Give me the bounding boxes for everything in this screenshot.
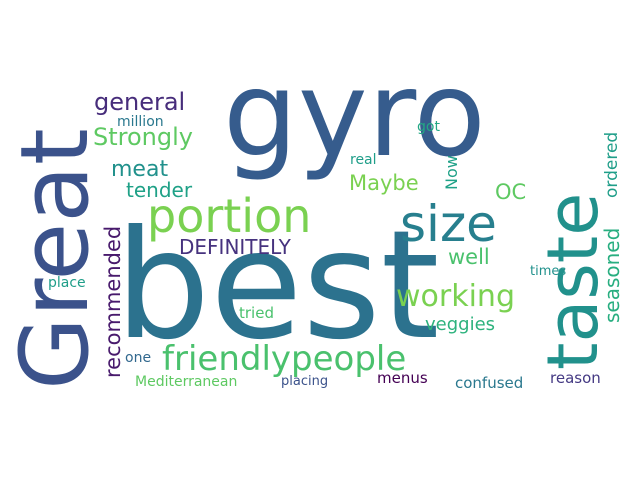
word-veggies: veggies [425, 314, 495, 335]
word-taste: taste [532, 193, 614, 370]
word-recommended: recommended [101, 226, 125, 378]
word-one: one [125, 350, 151, 366]
word-portion: portion [147, 189, 311, 243]
word-got: got [417, 119, 440, 135]
word-real: real [350, 152, 377, 168]
word-great: Great [1, 128, 110, 390]
word-maybe: Maybe [349, 171, 419, 195]
word-oc: OC [495, 180, 526, 204]
word-now: Now [442, 155, 461, 190]
word-strongly: Strongly [93, 123, 193, 151]
word-best: best [115, 199, 439, 373]
word-menus: menus [377, 369, 428, 387]
word-mediterranean: Mediterranean [135, 374, 237, 390]
word-general: general [94, 88, 185, 116]
word-friendlypeople: friendlypeople [162, 339, 406, 379]
word-gyro: gyro [223, 45, 486, 183]
word-working: working [396, 279, 515, 314]
word-tender: tender [126, 178, 193, 202]
word-seasoned: seasoned [600, 228, 624, 323]
word-reason: reason [550, 369, 601, 387]
word-ordered: ordered [602, 132, 622, 198]
word-definitely: DEFINITELY [179, 235, 292, 259]
word-size: size [400, 195, 497, 253]
word-meat: meat [111, 157, 168, 182]
word-placing: placing [281, 374, 328, 389]
word-tried: tried [239, 304, 274, 322]
word-confused: confused [455, 374, 523, 392]
word-times: times [530, 264, 566, 279]
word-well: well [448, 245, 490, 269]
word-million: million [117, 114, 164, 130]
word-place: place [48, 275, 86, 291]
